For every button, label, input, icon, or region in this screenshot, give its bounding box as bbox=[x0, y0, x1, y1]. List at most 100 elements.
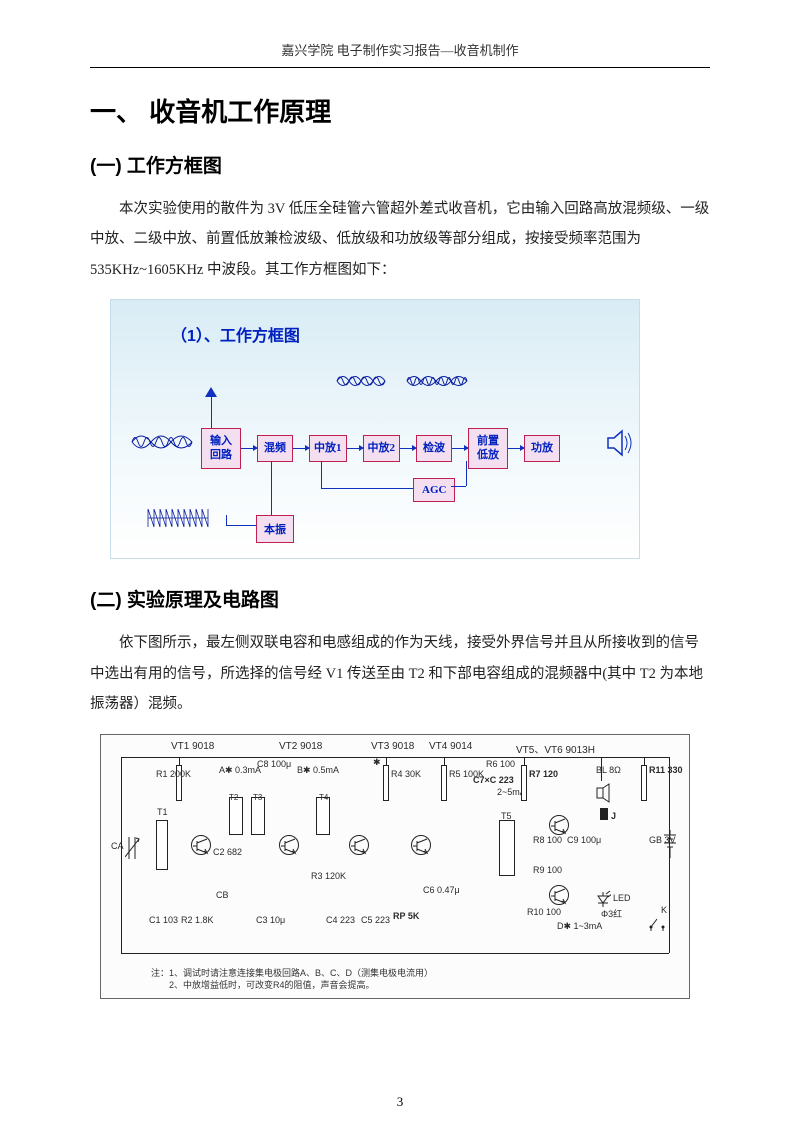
note-2: 2、中放增益低时，可改变R4的阻值，声音会提高。 bbox=[151, 980, 433, 992]
battery-icon bbox=[661, 830, 679, 860]
label-b: B✱ 0.5mA bbox=[297, 765, 339, 776]
arrow-icon bbox=[508, 448, 524, 449]
agc-line bbox=[321, 461, 322, 488]
block-pa: 功放 bbox=[524, 435, 560, 462]
block-diagram-title: （1）、工作方框图 bbox=[171, 322, 300, 346]
block-osc: 本振 bbox=[256, 515, 294, 543]
antenna-icon bbox=[211, 395, 212, 429]
label-d: D✱ 1~3mA bbox=[557, 921, 602, 932]
agc-line bbox=[321, 488, 413, 489]
circuit-notes: 注：1、调试时请注意连接集电极回路A、B、C、D（测集电极电流用） 2、中放增益… bbox=[151, 968, 433, 991]
block-row: 输入 回路 混频 中放1 中放2 检波 前置 低放 功放 bbox=[201, 428, 560, 468]
arrow-icon bbox=[293, 448, 309, 449]
wire bbox=[444, 757, 445, 765]
speaker-icon bbox=[606, 428, 634, 458]
label-r8: R8 100 bbox=[533, 835, 562, 845]
label-a: A✱ 0.3mA bbox=[219, 765, 261, 776]
block-diagram: （1）、工作方框图 输入 回路 混频 中放1 中放2 检波 前置 低放 功放 A… bbox=[110, 299, 640, 559]
block-if1: 中放1 bbox=[309, 435, 347, 462]
label-r2: R2 1.8K bbox=[181, 915, 214, 925]
label-cb: CB bbox=[216, 890, 229, 900]
label-c4: C4 223 bbox=[326, 915, 355, 925]
header-divider bbox=[90, 67, 710, 68]
wave-osc bbox=[146, 505, 210, 531]
wire bbox=[524, 757, 525, 765]
block-input: 输入 回路 bbox=[201, 428, 241, 468]
label-r10: R10 100 bbox=[527, 907, 561, 917]
switch-icon bbox=[649, 915, 669, 931]
section2-para: 依下图所示，最左侧双联电容和电感组成的作为天线，接受外界信号并且从所接收到的信号… bbox=[90, 628, 710, 719]
osc-line bbox=[271, 461, 272, 515]
label-star: ✱ bbox=[373, 757, 381, 768]
transistor-vt5 bbox=[549, 815, 569, 835]
wave-input bbox=[131, 428, 193, 456]
block-det: 检波 bbox=[416, 435, 452, 462]
rail-top bbox=[121, 757, 669, 758]
label-c8: C8 100μ bbox=[257, 759, 291, 769]
arrow-icon bbox=[452, 448, 468, 449]
osc-line bbox=[226, 525, 256, 526]
transformer-t5 bbox=[499, 820, 515, 876]
label-j: J bbox=[611, 811, 616, 821]
label-vt3-4: VT3 9018 bbox=[371, 741, 414, 752]
label-c6: C6 0.47μ bbox=[423, 885, 460, 895]
agc-line bbox=[466, 461, 467, 486]
note-1: 注：1、调试时请注意连接集电极回路A、B、C、D（测集电极电流用） bbox=[151, 968, 433, 980]
label-t4: T4 bbox=[319, 793, 328, 802]
label-vt2: VT2 9018 bbox=[279, 741, 322, 752]
agc-line bbox=[451, 486, 466, 487]
label-r3: R3 120K bbox=[311, 871, 346, 881]
label-bl: BL 8Ω bbox=[596, 765, 621, 775]
rail-left bbox=[121, 757, 122, 953]
label-t2: T2 bbox=[229, 793, 238, 802]
label-c3: C3 10μ bbox=[256, 915, 285, 925]
label-r7: R7 120 bbox=[529, 769, 558, 779]
label-r1: R1 200K bbox=[156, 769, 191, 779]
wire bbox=[386, 757, 387, 765]
wire bbox=[644, 757, 645, 765]
label-c5: C5 223 bbox=[361, 915, 390, 925]
transistor-vt6 bbox=[549, 885, 569, 905]
label-c2: C2 682 bbox=[213, 847, 242, 857]
page-number: 3 bbox=[0, 1094, 800, 1110]
label-vt56: VT5、VT6 9013H bbox=[516, 741, 595, 756]
section1-title: (一) 工作方框图 bbox=[90, 151, 710, 178]
wave-am-2 bbox=[406, 370, 468, 392]
transistor-vt2 bbox=[279, 835, 299, 855]
wire bbox=[179, 757, 180, 765]
jack-icon bbox=[599, 807, 609, 821]
wire bbox=[601, 757, 602, 781]
label-r6: R6 100 bbox=[486, 759, 515, 769]
label-t1: T1 bbox=[157, 807, 168, 817]
label-ca: CA bbox=[111, 841, 124, 851]
resistor-r4 bbox=[383, 765, 389, 801]
transformer-t4 bbox=[316, 797, 330, 835]
label-c7: C7×C 223 bbox=[473, 775, 514, 785]
label-t3: T3 bbox=[253, 793, 262, 802]
block-agc: AGC bbox=[413, 478, 455, 502]
varcap-icon bbox=[125, 835, 141, 861]
label-c1: C1 103 bbox=[149, 915, 178, 925]
label-r4: R4 30K bbox=[391, 769, 421, 779]
label-phi3: Φ3红 bbox=[601, 907, 622, 920]
arrow-icon bbox=[347, 448, 363, 449]
section2-title: (二) 实验原理及电路图 bbox=[90, 585, 710, 612]
label-led: LED bbox=[613, 893, 631, 903]
arrow-icon bbox=[241, 448, 257, 449]
label-t5: T5 bbox=[501, 811, 512, 821]
page-header: 嘉兴学院 电子制作实习报告—收音机制作 bbox=[90, 40, 710, 59]
transistor-vt3 bbox=[349, 835, 369, 855]
resistor-r5 bbox=[441, 765, 447, 801]
heading-1: 一、 收音机工作原理 bbox=[90, 92, 710, 129]
label-r9: R9 100 bbox=[533, 865, 562, 875]
speaker-icon bbox=[595, 783, 611, 803]
led-icon bbox=[595, 890, 611, 908]
label-rp: RP 5K bbox=[393, 911, 419, 921]
wave-am-1 bbox=[336, 370, 388, 392]
label-r11: R11 330 bbox=[649, 765, 683, 775]
transformer-t2 bbox=[229, 797, 243, 835]
transistor-vt4 bbox=[411, 835, 431, 855]
circuit-diagram: VT1 9018 VT2 9018 VT3 9018 VT4 9014 VT5、… bbox=[100, 734, 690, 999]
label-vt1: VT1 9018 bbox=[171, 741, 214, 752]
resistor-r11 bbox=[641, 765, 647, 801]
